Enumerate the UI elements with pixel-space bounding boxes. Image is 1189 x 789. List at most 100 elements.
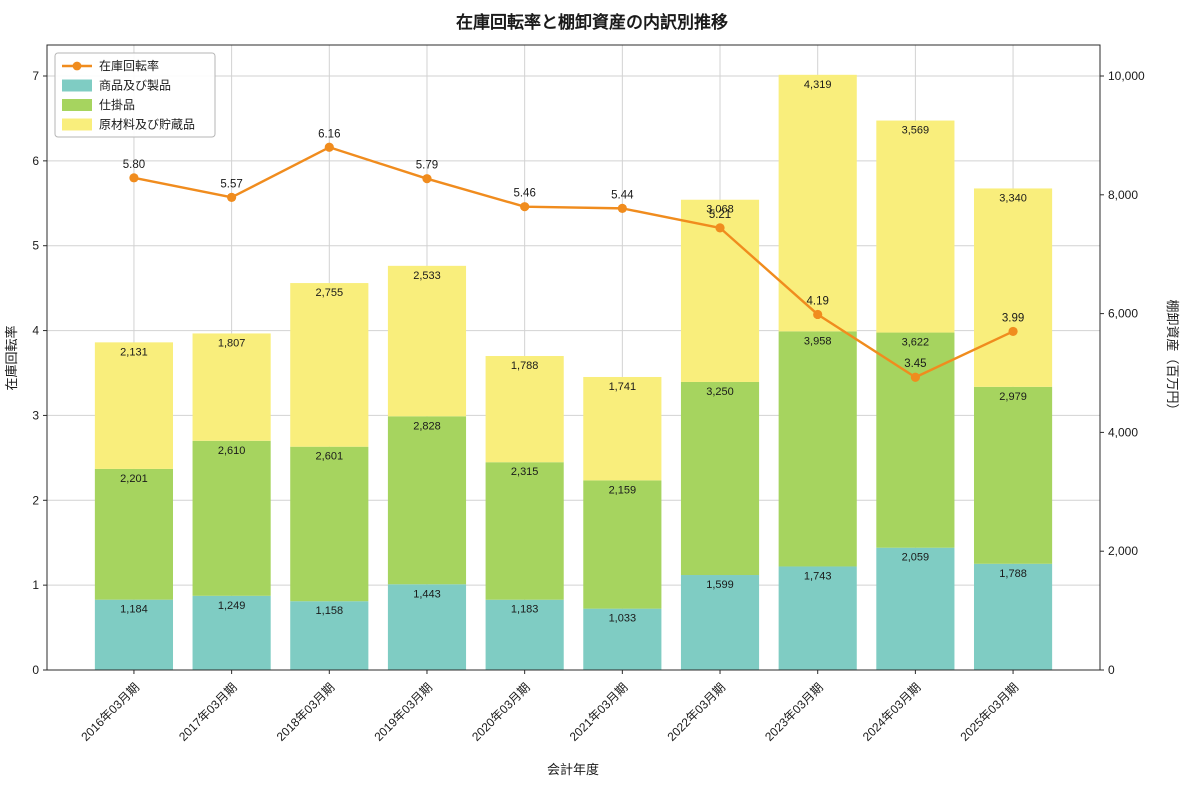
- bar-segment: [876, 547, 955, 670]
- bar-value-label: 1,249: [218, 600, 246, 612]
- line-marker: [910, 372, 920, 382]
- bar-value-label: 1,184: [120, 604, 148, 616]
- line-value-label: 5.46: [513, 188, 535, 200]
- bar-value-label: 1,158: [316, 605, 344, 617]
- line-marker: [617, 203, 627, 213]
- right-tick-label: 2,000: [1108, 544, 1138, 558]
- bar-segment: [778, 566, 857, 670]
- right-tick-label: 10,000: [1108, 69, 1145, 83]
- bar-value-label: 3,068: [706, 204, 734, 216]
- x-tick-label: 2019年03月期: [371, 680, 435, 744]
- turnover-line: [132, 146, 1015, 379]
- x-axis-label: 会計年度: [547, 762, 599, 777]
- plot-area: 1,184 2,201 2,131 1,249 2,610 1,807 1,158 2,601…: [32, 44, 1145, 744]
- bar-segment: [583, 376, 662, 481]
- legend-patch-sample: [62, 99, 92, 111]
- bar-segment: [485, 462, 564, 600]
- bar-segment: [387, 265, 467, 417]
- plot-border: [46, 44, 1101, 671]
- bar-value-label: 1,741: [609, 381, 637, 393]
- x-tick-label: 2016年03月期: [78, 680, 142, 744]
- line-marker: [227, 192, 237, 202]
- left-tick-label: 6: [32, 154, 39, 168]
- bar-segment: [973, 386, 1053, 564]
- right-tick-label: 0: [1108, 663, 1115, 677]
- line-marker: [813, 309, 823, 320]
- line-marker: [1008, 326, 1018, 337]
- bar-segment: [583, 608, 662, 670]
- right-tick-label: 6,000: [1108, 307, 1138, 321]
- bar-value-label: 2,610: [218, 445, 246, 457]
- bar-segment: [778, 331, 857, 567]
- chart-title: 在庫回転率と棚卸資産の内訳別推移: [456, 12, 728, 32]
- line-value-label: 5.44: [611, 189, 634, 201]
- bar-value-label: 1,788: [999, 568, 1027, 580]
- bar-segment: [485, 356, 564, 463]
- bar-value-label: 2,159: [609, 484, 637, 496]
- line-layer: 5.80 5.57 6.16 5.79 5.46 5.44 5.21 4.19 3.45 3.99: [123, 128, 1024, 382]
- bars-layer: 1,184 2,201 2,131 1,249 2,610 1,807 1,158 2,601…: [94, 74, 1053, 670]
- bar-value-label: 1,807: [218, 337, 246, 349]
- bar-segment: [94, 468, 174, 600]
- bar-value-label: 2,828: [413, 420, 441, 432]
- line-marker: [422, 174, 432, 184]
- line-value-label: 4.19: [807, 295, 829, 307]
- legend-item-label: 仕掛品: [99, 97, 135, 112]
- bar-segment: [290, 601, 369, 670]
- bar-value-label: 2,979: [999, 391, 1027, 403]
- line-value-label: 5.79: [416, 160, 438, 172]
- bar-segment: [973, 563, 1053, 670]
- left-tick-label: 0: [32, 663, 39, 677]
- bar-value-label: 2,601: [316, 451, 344, 463]
- x-tick-label: 2021年03月期: [567, 680, 631, 744]
- x-tick-label: 2017年03月期: [176, 680, 240, 744]
- bar-segment: [290, 283, 369, 447]
- bar-segment: [876, 332, 955, 548]
- bar-segment: [387, 416, 467, 585]
- left-tick-label: 4: [32, 324, 39, 338]
- legend-patch-sample: [62, 79, 92, 92]
- legend-box: [54, 52, 216, 138]
- bar-segment: [94, 342, 174, 469]
- bar-segment: [778, 74, 857, 332]
- legend-patch-sample: [62, 118, 92, 131]
- bar-value-label: 1,443: [413, 588, 441, 600]
- bar-value-label: 1,033: [609, 613, 637, 625]
- line-value-label: 5.57: [220, 178, 242, 190]
- right-tick-label: 8,000: [1108, 188, 1138, 202]
- bar-value-label: 3,340: [999, 192, 1027, 204]
- bar-segment: [876, 120, 955, 333]
- bar-value-label: 3,250: [706, 386, 734, 398]
- bar-value-label: 3,622: [902, 337, 930, 349]
- bar-value-label: 1,599: [706, 579, 734, 591]
- bar-value-label: 2,533: [413, 270, 441, 282]
- x-tick-label: 2018年03月期: [274, 680, 338, 744]
- x-tick-label: 2022年03月期: [664, 680, 728, 744]
- bar-value-label: 1,743: [804, 570, 832, 582]
- line-value-label: 3.99: [1002, 312, 1024, 324]
- bar-segment: [387, 584, 467, 670]
- bar-value-label: 1,183: [511, 604, 539, 616]
- left-tick-label: 7: [32, 69, 39, 83]
- x-tick-label: 2020年03月期: [469, 680, 533, 744]
- line-value-label: 5.80: [123, 159, 145, 171]
- right-axis-label: 棚卸資産（百万円）: [1165, 299, 1180, 416]
- bar-value-label: 2,755: [316, 287, 344, 299]
- bar-segment: [192, 333, 271, 441]
- line-value-label: 3.45: [904, 358, 926, 370]
- legend-marker-sample: [72, 61, 82, 71]
- bar-value-label: 2,201: [120, 473, 148, 485]
- line-marker: [520, 202, 530, 212]
- bar-value-label: 3,569: [902, 125, 930, 137]
- left-tick-label: 2: [32, 493, 39, 507]
- bar-segment: [583, 480, 662, 609]
- legend-item-label: 商品及び製品: [99, 78, 171, 93]
- bar-value-label: 2,315: [511, 466, 539, 478]
- bar-segment: [680, 381, 760, 576]
- line-marker: [715, 223, 725, 233]
- bar-segment: [485, 599, 564, 670]
- left-axis-label: 在庫回転率: [4, 325, 19, 390]
